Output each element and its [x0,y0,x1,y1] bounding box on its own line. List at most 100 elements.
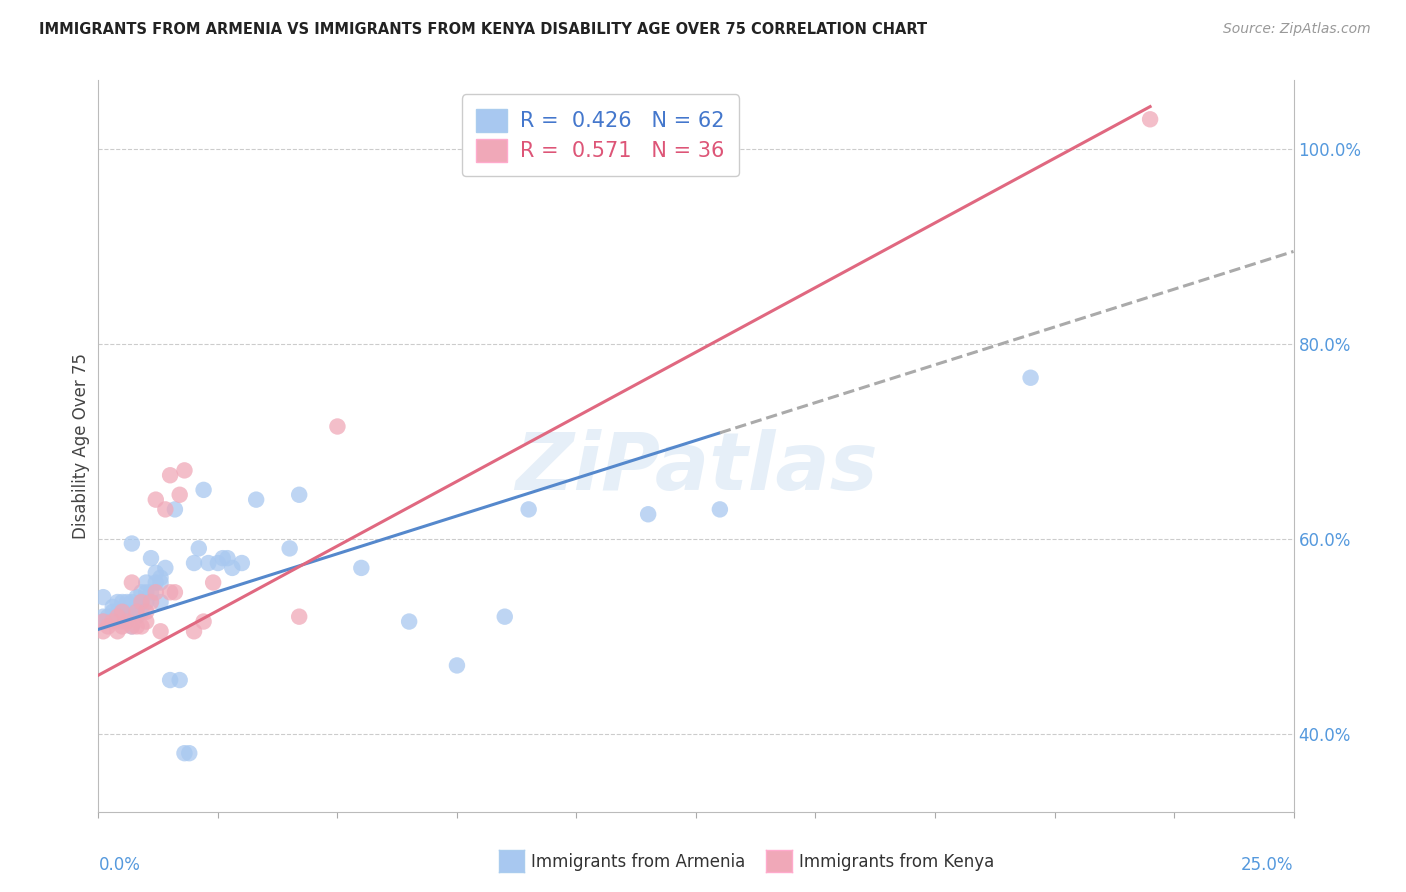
Point [288,488,311,502]
Y-axis label: Disability Age Over 75: Disability Age Over 75 [72,353,90,539]
Point [155,502,177,516]
Point [217,551,239,566]
Point [121,619,143,633]
Point [121,595,143,609]
Point [121,575,143,590]
Point [179,746,201,760]
Point [517,502,540,516]
Point [97,609,120,624]
Point [111,595,134,609]
Point [125,619,148,633]
Point [91,624,114,639]
Point [111,609,134,624]
Point [101,615,124,629]
Text: Immigrants from Kenya: Immigrants from Kenya [799,853,994,871]
Point [125,590,148,604]
Point [288,609,311,624]
Point [107,624,129,639]
Point [231,556,253,570]
Point [135,615,157,629]
Point [221,561,243,575]
Point [494,609,516,624]
Point [131,605,153,619]
Point [139,585,162,599]
Point [173,746,195,760]
Point [350,561,373,575]
Text: Source: ZipAtlas.com: Source: ZipAtlas.com [1223,22,1371,37]
Point [183,624,205,639]
Point [107,609,129,624]
Point [326,419,349,434]
Point [149,624,172,639]
Point [145,492,167,507]
Text: 0.0%: 0.0% [98,855,141,873]
Point [145,575,167,590]
Text: Immigrants from Armenia: Immigrants from Armenia [531,853,745,871]
Point [125,609,148,624]
Point [155,561,177,575]
Point [121,609,143,624]
Point [193,615,215,629]
Text: 25.0%: 25.0% [1241,855,1294,873]
Point [121,536,143,550]
Point [202,575,225,590]
Point [125,599,148,614]
Point [193,483,215,497]
Point [278,829,301,843]
Point [446,658,468,673]
Point [149,571,172,585]
Point [91,615,114,629]
Point [211,551,233,566]
Point [101,599,124,614]
Point [245,492,267,507]
Point [111,615,134,629]
Point [709,502,731,516]
Point [139,595,162,609]
Point [159,468,181,483]
Point [159,585,181,599]
Point [149,595,172,609]
Point [97,619,120,633]
Point [91,609,114,624]
Point [207,556,229,570]
Point [115,609,138,624]
Point [91,590,114,604]
Point [107,615,129,629]
Point [163,502,186,516]
Point [115,605,138,619]
Point [173,463,195,477]
Point [637,508,659,522]
Point [135,575,157,590]
Point [169,673,191,687]
Point [131,595,153,609]
Point [139,551,162,566]
Point [125,605,148,619]
Point [111,605,134,619]
Point [278,541,301,556]
Point [91,615,114,629]
Point [1019,370,1042,384]
Point [131,619,153,633]
Point [131,585,153,599]
Point [398,615,420,629]
Point [149,575,172,590]
Point [107,595,129,609]
Point [107,605,129,619]
Legend: R =  0.426   N = 62, R =  0.571   N = 36: R = 0.426 N = 62, R = 0.571 N = 36 [461,95,740,177]
Text: ZiPatlas: ZiPatlas [515,429,877,507]
Point [111,619,134,633]
Point [1139,112,1161,127]
Point [115,595,138,609]
Point [163,585,186,599]
Point [169,488,191,502]
Point [121,619,143,633]
Point [135,595,157,609]
Point [183,556,205,570]
Point [207,829,229,843]
Point [159,673,181,687]
Point [131,595,153,609]
Point [101,605,124,619]
Point [135,585,157,599]
Point [145,566,167,580]
Point [111,605,134,619]
